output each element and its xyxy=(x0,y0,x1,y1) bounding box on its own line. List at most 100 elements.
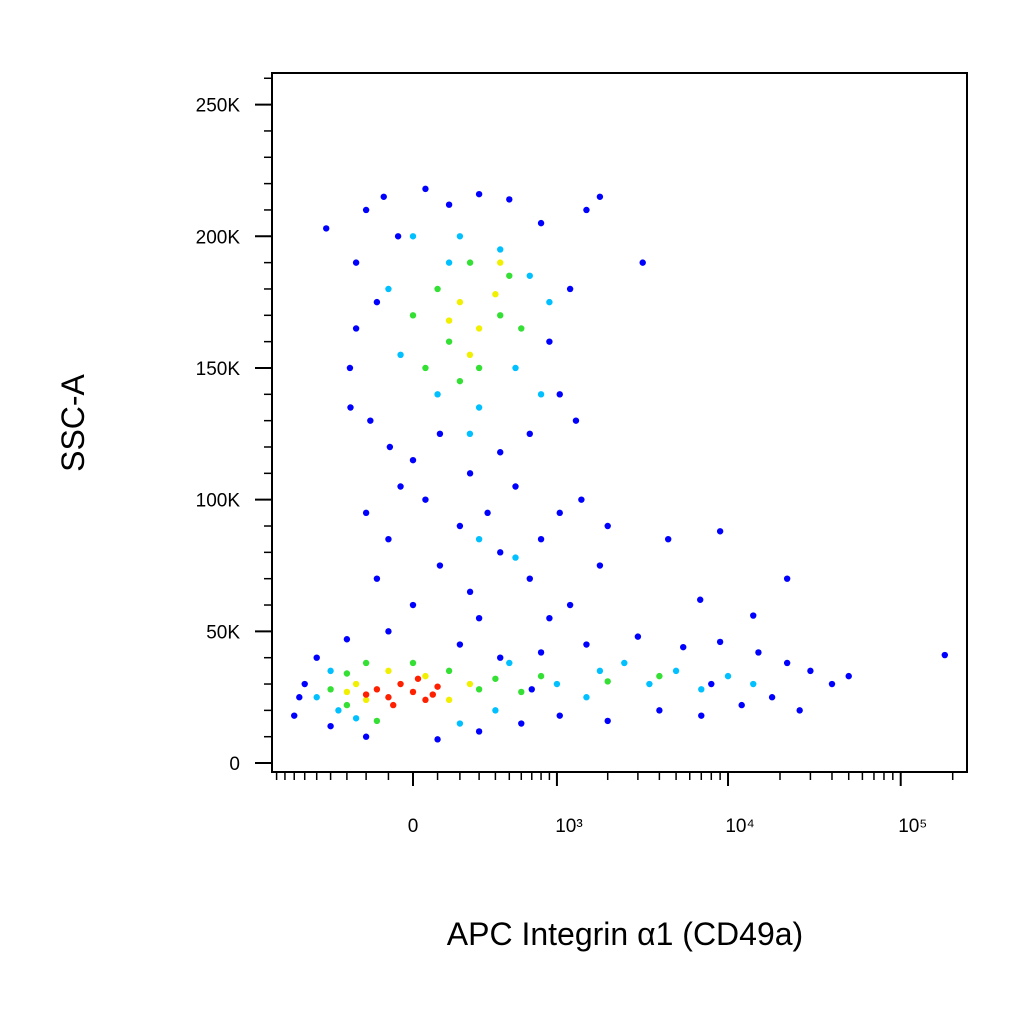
data-point xyxy=(697,596,704,603)
y-tick-label: 100K xyxy=(196,491,241,512)
data-point xyxy=(546,338,553,345)
data-point xyxy=(466,680,474,688)
data-point xyxy=(546,298,553,306)
data-point xyxy=(656,672,663,680)
data-point xyxy=(343,701,351,709)
data-point xyxy=(397,483,404,490)
data-point xyxy=(475,535,483,543)
data-point xyxy=(604,522,611,530)
data-point xyxy=(327,667,334,675)
data-point xyxy=(434,285,441,293)
data-point xyxy=(941,651,948,659)
x-tick-label: 0 xyxy=(408,816,419,837)
data-point xyxy=(497,449,504,456)
data-point xyxy=(385,667,392,675)
data-point xyxy=(506,659,513,667)
data-point xyxy=(664,535,672,543)
data-point xyxy=(783,659,791,667)
y-tick-label: 50K xyxy=(206,622,240,643)
data-point xyxy=(621,659,628,667)
x-tick-label: 10⁵ xyxy=(898,816,927,837)
data-point xyxy=(409,688,417,696)
data-point xyxy=(556,391,563,398)
data-point xyxy=(596,562,604,569)
data-point xyxy=(556,509,563,517)
data-point xyxy=(583,206,590,214)
data-point xyxy=(352,715,360,722)
data-point xyxy=(456,720,464,727)
data-point xyxy=(445,259,453,266)
data-point xyxy=(409,456,417,464)
data-point xyxy=(578,496,585,503)
data-point xyxy=(327,722,334,730)
data-point xyxy=(553,680,561,688)
data-point xyxy=(566,601,574,609)
data-point xyxy=(397,680,404,688)
data-point xyxy=(352,259,360,266)
data-point xyxy=(497,654,504,661)
data-point xyxy=(422,496,429,503)
data-point xyxy=(656,707,663,714)
data-point xyxy=(466,351,474,359)
data-point xyxy=(512,364,519,372)
data-point xyxy=(475,614,483,622)
data-point xyxy=(466,259,474,266)
data-point xyxy=(422,672,429,680)
data-point xyxy=(445,667,453,675)
data-point xyxy=(445,317,453,324)
data-point xyxy=(537,219,545,227)
data-point xyxy=(537,672,545,680)
data-point xyxy=(456,641,464,648)
data-point xyxy=(347,404,354,411)
data-point xyxy=(583,641,590,648)
plot-frame xyxy=(271,72,968,773)
data-point xyxy=(845,672,852,680)
data-point xyxy=(475,190,483,198)
data-point xyxy=(362,509,370,517)
data-point xyxy=(828,680,836,688)
data-point xyxy=(639,259,646,266)
data-point xyxy=(750,680,757,688)
data-point xyxy=(456,522,464,530)
data-point xyxy=(475,325,483,332)
y-tick-label: 0 xyxy=(229,754,240,775)
data-point xyxy=(373,717,381,725)
data-point xyxy=(301,680,308,688)
data-point xyxy=(456,233,464,240)
data-point xyxy=(475,686,483,693)
data-point xyxy=(436,430,444,438)
data-point xyxy=(724,672,732,680)
data-point xyxy=(434,683,441,690)
data-point xyxy=(526,430,533,438)
data-point xyxy=(768,694,776,701)
data-point xyxy=(422,185,429,193)
data-point xyxy=(537,535,545,543)
data-point xyxy=(466,588,474,596)
data-point xyxy=(343,636,351,643)
data-point xyxy=(394,233,402,240)
data-point xyxy=(716,638,724,646)
data-point xyxy=(434,391,441,398)
data-point xyxy=(572,417,580,424)
data-point xyxy=(456,377,464,385)
data-point xyxy=(492,707,499,714)
data-point xyxy=(783,575,791,582)
data-point xyxy=(716,528,724,535)
y-tick-label: 150K xyxy=(196,359,241,380)
data-point xyxy=(506,196,513,203)
data-point xyxy=(343,688,351,696)
data-point xyxy=(313,694,320,701)
data-point xyxy=(492,675,499,682)
data-point xyxy=(343,670,351,677)
data-point xyxy=(385,535,392,543)
data-point xyxy=(373,686,381,693)
data-point xyxy=(528,686,535,693)
data-point xyxy=(497,259,504,266)
data-point xyxy=(596,193,604,200)
data-point xyxy=(352,325,360,332)
data-point xyxy=(526,575,533,582)
data-point xyxy=(373,575,381,582)
data-point xyxy=(796,707,803,714)
data-point xyxy=(362,659,370,667)
data-point xyxy=(672,667,680,675)
